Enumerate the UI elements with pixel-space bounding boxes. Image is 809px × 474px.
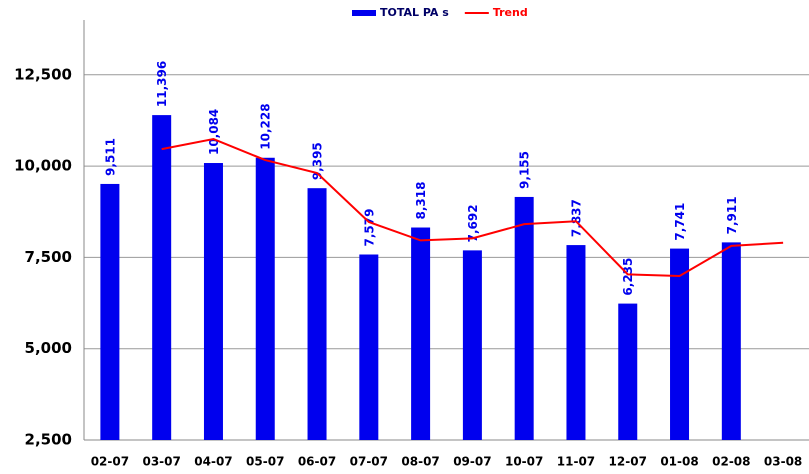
bar	[203, 163, 223, 440]
data-label: 9,155	[518, 151, 532, 189]
trend-line	[161, 138, 784, 278]
bar	[100, 183, 120, 440]
x-tick-label: 10-07	[505, 455, 543, 469]
bar	[307, 188, 327, 440]
x-tick-label: 06-07	[298, 455, 336, 469]
x-tick-label: 03-08	[764, 455, 802, 469]
data-label: 11,396	[155, 61, 169, 107]
x-tick-label: 07-07	[350, 455, 388, 469]
bar	[462, 250, 482, 440]
data-label: 10,228	[259, 103, 273, 149]
bar	[566, 245, 586, 440]
data-label: 8,318	[414, 182, 428, 220]
x-tick-label: 05-07	[246, 455, 284, 469]
x-tick-label: 08-07	[401, 455, 439, 469]
x-tick-label: 02-08	[712, 455, 750, 469]
x-tick-label: 12-07	[609, 455, 647, 469]
data-label: 7,911	[725, 196, 739, 234]
y-tick-label: 12,500	[14, 65, 72, 83]
bar	[152, 115, 172, 441]
bar	[411, 227, 431, 440]
x-tick-label: 02-07	[91, 455, 129, 469]
y-tick-label: 10,000	[14, 157, 72, 175]
data-label: 7,837	[569, 199, 583, 237]
y-tick-label: 2,500	[25, 431, 72, 449]
data-label: 7,741	[673, 203, 687, 241]
bar	[670, 248, 690, 440]
data-label: 7,692	[466, 204, 480, 242]
x-tick-label: 01-08	[660, 455, 698, 469]
bar	[514, 196, 534, 440]
y-tick-label: 7,500	[25, 248, 72, 266]
bar	[255, 157, 275, 440]
data-label: 10,084	[207, 109, 221, 155]
y-tick-label: 5,000	[25, 339, 72, 357]
x-tick-label: 09-07	[453, 455, 491, 469]
bar	[359, 254, 379, 440]
x-tick-label: 11-07	[557, 455, 595, 469]
data-label: 6,235	[621, 258, 635, 296]
bar	[721, 242, 741, 440]
legend-swatch	[352, 10, 376, 16]
x-tick-label: 03-07	[142, 455, 180, 469]
legend-label: Trend	[493, 6, 528, 19]
data-label: 7,579	[362, 209, 376, 247]
x-tick-label: 04-07	[194, 455, 232, 469]
bar	[618, 303, 638, 440]
data-label: 9,395	[311, 142, 325, 180]
legend-label: TOTAL PA s	[380, 6, 449, 19]
data-label: 9,511	[103, 138, 117, 176]
